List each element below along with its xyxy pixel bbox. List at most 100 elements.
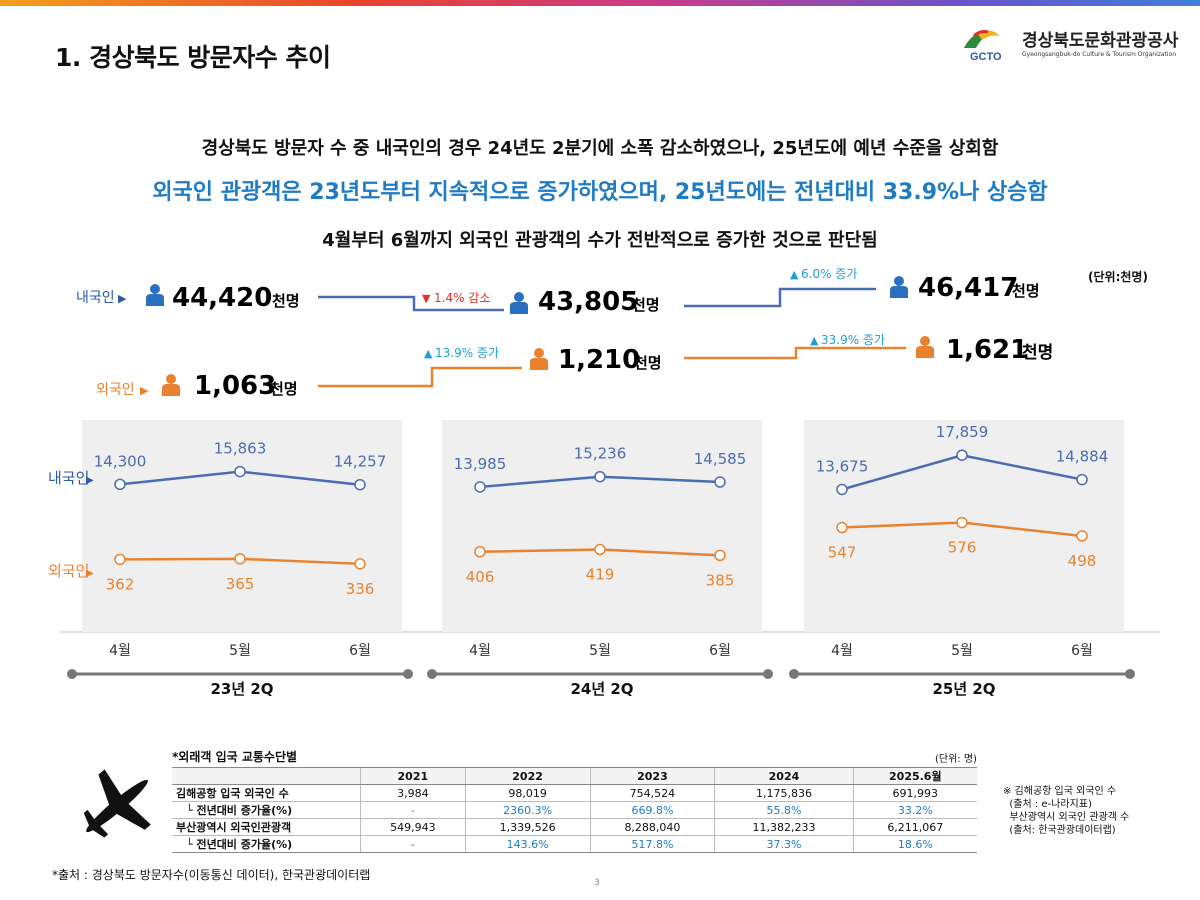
panel-background	[442, 420, 762, 632]
domestic-data-label: 14,257	[334, 453, 387, 471]
foreign-data-label: 406	[466, 568, 495, 586]
x-tick-label: 6월	[349, 643, 371, 659]
period-label: 24년 2Q	[570, 680, 633, 698]
person-icon	[146, 284, 164, 306]
domestic-data-label: 14,884	[1056, 448, 1109, 466]
person-icon	[510, 292, 528, 314]
row-label: 김해공항 입국 외국인 수	[172, 784, 361, 802]
domestic-change-25: 6.0% 증가	[801, 267, 857, 281]
domestic-point	[1076, 473, 1088, 486]
gcto-logo: GCTO 경상북도문화관광공사 Gyeongsangbuk-do Culture…	[960, 22, 1185, 66]
table-cell: 754,524	[589, 784, 715, 802]
domestic-change-24: 1.4% 감소	[434, 291, 490, 305]
table-row: └ 전년대비 증가율(%) - 143.6% 517.8% 37.3% 18.6…	[172, 835, 977, 853]
domestic-step-line-2	[684, 287, 876, 308]
table-cell: 33.2%	[852, 801, 977, 819]
table-header-cell	[172, 767, 361, 785]
headline-trend: 4월부터 6월까지 외국인 관광객의 수가 전반적으로 증가한 것으로 판단됨	[322, 230, 878, 251]
series-label-domestic: 내국인	[48, 469, 89, 487]
table-row: 김해공항 입국 외국인 수 3,984 98,019 754,524 1,175…	[172, 784, 977, 802]
headline-foreign: 외국인 관광객은 23년도부터 지속적으로 증가하였으며, 25년도에는 전년대…	[152, 180, 1048, 205]
x-tick-label: 6월	[1071, 643, 1093, 659]
x-tick-label: 4월	[109, 643, 131, 659]
side-note-line: (출처 : e-나라지표)	[1003, 799, 1092, 810]
period-bar-end	[427, 669, 437, 679]
period-label: 23년 2Q	[210, 680, 273, 698]
period-bar-end	[1125, 669, 1135, 679]
series-arrow-icon: ▶	[86, 568, 94, 579]
foreign-unit-23: 천명	[270, 380, 298, 398]
foreign-point	[594, 543, 606, 556]
domestic-data-label: 15,236	[574, 445, 627, 463]
panel-background	[82, 420, 402, 632]
table-cell: 143.6%	[464, 835, 591, 853]
page-title: 1. 경상북도 방문자수 추이	[55, 43, 331, 72]
row-label: └ 전년대비 증가율(%)	[172, 801, 361, 819]
domestic-point	[354, 478, 366, 491]
up-arrow-icon: ▲	[810, 334, 819, 347]
person-icon	[916, 336, 934, 358]
table-cell: 6,211,067	[852, 818, 977, 836]
table-cell: 691,993	[852, 784, 977, 802]
series-arrow-icon: ▶	[86, 475, 94, 486]
domestic-total-24: 43,805	[538, 287, 638, 317]
table-cell: 8,288,040	[589, 818, 715, 836]
x-tick-label: 6월	[709, 643, 731, 659]
domestic-step-line-1	[318, 295, 504, 312]
x-tick-label: 5월	[951, 643, 973, 659]
foreign-point	[234, 553, 246, 565]
domestic-total-25: 46,417	[918, 273, 1018, 303]
table-cell: 669.8%	[589, 801, 715, 819]
side-note-line: ※ 김해공항 입국 외국인 수	[1003, 786, 1117, 797]
domestic-data-label: 17,859	[936, 423, 989, 441]
domestic-arrow-icon: ▶	[118, 292, 127, 305]
table-cell: 18.6%	[852, 835, 977, 853]
table-cell: 98,019	[464, 784, 591, 802]
side-note-line: 부산광역시 외국인 관광객 수	[1003, 812, 1130, 823]
domestic-data-label: 13,675	[816, 457, 869, 475]
foreign-step-line-2	[684, 346, 906, 360]
period-bar-end	[789, 669, 799, 679]
logo-mark-text: GCTO	[970, 51, 1002, 62]
domestic-unit-24: 천명	[632, 296, 660, 314]
x-tick-label: 5월	[229, 643, 251, 659]
down-arrow-icon: ▼	[422, 292, 431, 305]
domestic-unit-25: 천명	[1012, 282, 1040, 300]
foreign-point	[836, 521, 848, 534]
monthly-line-chart: 14,300 15,863 14,257 362 365 336 4월 5월 6월 23년 2Q 1…	[48, 420, 1160, 698]
table-cell: 55.8%	[714, 801, 854, 819]
foreign-step-line-1	[318, 366, 522, 388]
domestic-point	[234, 465, 246, 478]
foreign-point	[114, 553, 126, 566]
period-bar-end	[763, 669, 773, 679]
foreign-point	[354, 558, 366, 570]
domestic-unit-23: 천명	[272, 292, 300, 310]
summary-domestic-label: 내국인	[76, 290, 115, 306]
domestic-point	[474, 481, 486, 493]
foreign-data-label: 365	[226, 575, 255, 593]
up-arrow-icon: ▲	[424, 347, 433, 360]
unit-note: (단위:천명)	[1088, 270, 1148, 284]
person-icon	[162, 374, 180, 396]
foreign-data-label: 498	[1068, 552, 1097, 570]
table-row: 부산광역시 외국인관광객 549,943 1,339,526 8,288,040…	[172, 818, 977, 836]
table-cell: 2360.3%	[464, 801, 591, 819]
period-bar-end	[403, 669, 413, 679]
foreign-data-label: 336	[346, 580, 375, 598]
foreign-change-25: 33.9% 증가	[821, 333, 885, 347]
table-cell: 517.8%	[589, 835, 715, 853]
foreign-point	[474, 546, 486, 558]
foreign-data-label: 547	[828, 544, 857, 562]
foreign-arrow-icon: ▶	[140, 384, 149, 397]
quarterly-summary: 내국인 ▶ 44,420 천명 ▼ 1.4% 감소 43,805 천명 ▲ 6.…	[76, 267, 1053, 401]
foreign-total-23: 1,063	[194, 371, 276, 401]
table-header-row: 2021 2022 2023 2024 2025.6월	[172, 767, 977, 785]
person-icon	[890, 276, 908, 298]
foreign-point	[1076, 530, 1088, 542]
foreign-data-label: 385	[706, 571, 735, 589]
table-cell: -	[360, 835, 466, 853]
gcto-logo-mark: GCTO	[964, 30, 1002, 62]
side-note: ※ 김해공항 입국 외국인 수 (출처 : e-나라지표) 부산광역시 외국인 …	[1003, 785, 1129, 837]
up-arrow-icon: ▲	[790, 268, 799, 281]
foreign-total-24: 1,210	[558, 345, 640, 375]
